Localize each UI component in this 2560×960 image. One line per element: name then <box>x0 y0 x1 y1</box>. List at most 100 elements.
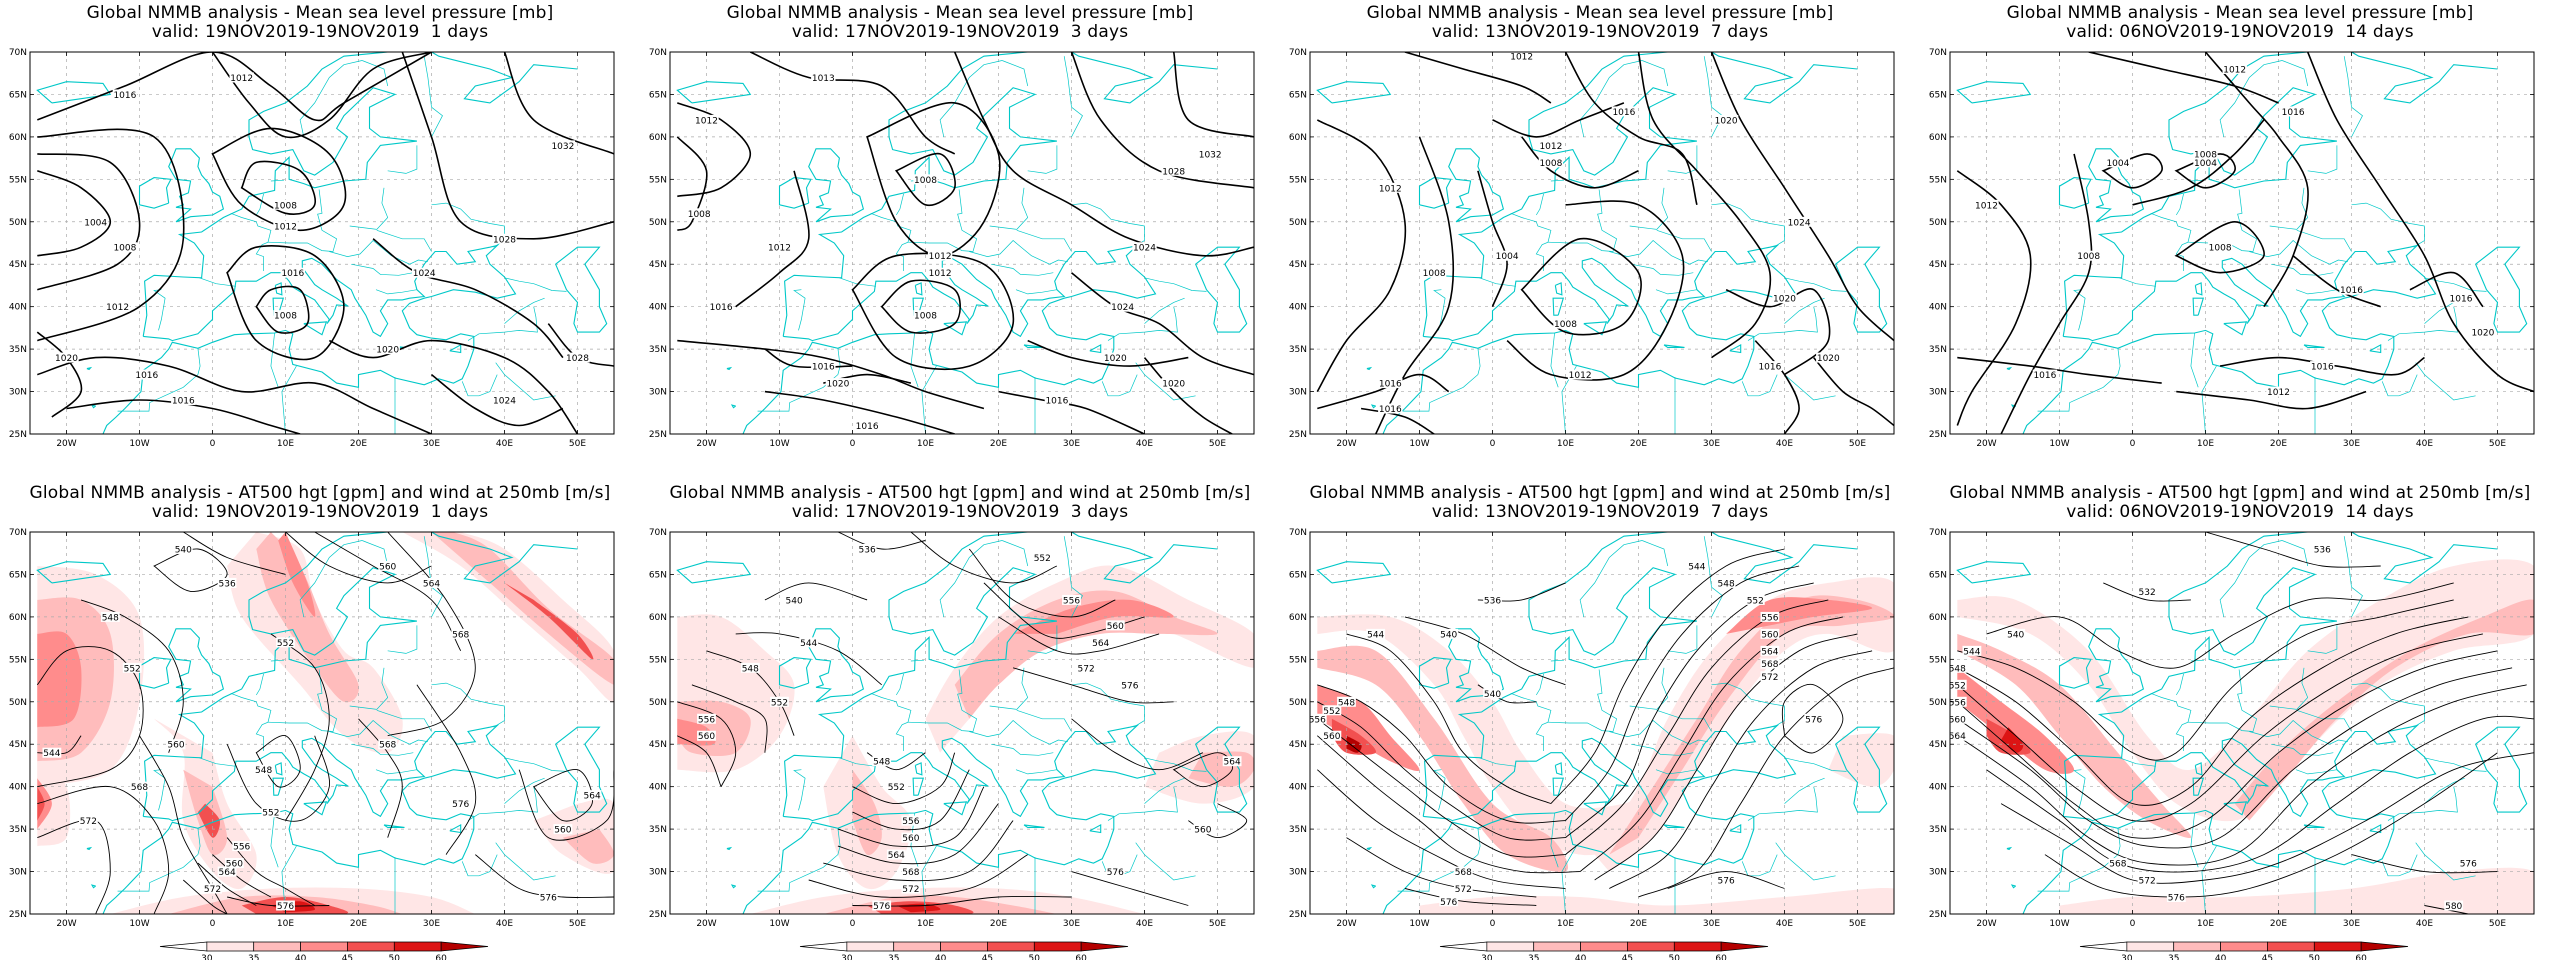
coastline <box>168 628 225 703</box>
country-border <box>230 692 272 751</box>
contour-line <box>532 769 594 822</box>
contour-label: 576 <box>1718 877 1735 887</box>
country-border <box>153 289 166 331</box>
contour-line <box>910 532 1058 584</box>
coastline <box>914 282 923 296</box>
country-border <box>2424 277 2487 292</box>
contour-label: 1028 <box>493 235 516 245</box>
coastline <box>1418 657 1452 689</box>
contour-label: 576 <box>1121 681 1138 691</box>
contour-label-bg <box>697 713 716 724</box>
lat-tick-label: 25N <box>649 430 667 440</box>
contour-label-bg <box>1760 611 1780 622</box>
colorbar-swatch <box>2313 941 2362 952</box>
country-border <box>504 757 567 772</box>
country-border <box>1641 60 1669 87</box>
lon-tick-label: 50E <box>1209 919 1226 929</box>
lat-tick-label: 65N <box>9 90 27 100</box>
contour-label-bg <box>1322 705 1342 716</box>
contour-label: 540 <box>175 545 192 555</box>
contour-line <box>1638 667 1894 898</box>
contour-label-bg <box>261 807 281 818</box>
lat-tick-label: 50N <box>649 698 667 708</box>
contour-label: 576 <box>277 902 294 912</box>
wind-shade-area <box>1726 597 1873 634</box>
country-border <box>989 187 1029 230</box>
lat-tick-label: 30N <box>1289 388 1307 398</box>
lon-tick-label: 30E <box>1063 439 1080 449</box>
contour-label-bg <box>1760 628 1780 639</box>
lat-tick-label: 25N <box>1289 910 1307 920</box>
contour-label-bg <box>708 301 734 312</box>
contour-label: 544 <box>800 639 817 649</box>
contour-label-bg <box>767 242 792 253</box>
colorbar-swatch <box>2079 941 2128 952</box>
coastline <box>1089 823 1102 834</box>
country-border <box>2249 720 2348 745</box>
country-border <box>2190 812 2199 868</box>
lat-tick-label: 60N <box>649 133 667 143</box>
contour-label-bg <box>254 764 273 775</box>
lon-tick-label: 0 <box>2130 439 2136 449</box>
coastline <box>1448 628 1505 703</box>
coastline <box>2006 366 2013 371</box>
contour-label: 1008 <box>274 312 297 322</box>
panel-title-line2: valid: 19NOV2019-19NOV2019 1 days <box>151 22 489 42</box>
country-border <box>1144 297 1185 324</box>
contour-label: 1012 <box>1975 201 1998 211</box>
lat-tick-label: 55N <box>1929 655 1947 665</box>
coastline <box>2475 246 2528 333</box>
country-border <box>376 229 432 252</box>
lat-tick-label: 30N <box>1289 868 1307 878</box>
coastline <box>914 762 923 776</box>
contour-line <box>1027 339 1189 367</box>
contour-line <box>676 136 708 232</box>
coastline <box>1316 81 1392 104</box>
lat-tick-label: 45N <box>9 260 27 270</box>
wind-shade-area <box>852 769 882 856</box>
contour-line <box>2000 153 2093 434</box>
coastline <box>555 726 608 813</box>
contour-label: 552 <box>1323 707 1340 717</box>
colorbar-swatch <box>846 941 895 952</box>
contour-line <box>1564 52 1698 206</box>
contour-label-bg <box>927 267 953 278</box>
lat-tick-label: 70N <box>1289 48 1307 58</box>
contour-label: 552 <box>1034 554 1051 564</box>
contour-line <box>998 616 1160 655</box>
contour-label: 572 <box>204 885 221 895</box>
contour-label-bg <box>1757 361 1783 372</box>
coastline <box>2062 532 2498 817</box>
country-border <box>299 540 363 617</box>
contour-label: 556 <box>1063 596 1080 606</box>
contour-line <box>1957 684 2527 866</box>
wind-shade-area <box>37 786 45 821</box>
country-border <box>2387 306 2458 341</box>
map-canvas: 536 540 544 548 552 556 560 552 556 560 564 572 576 5… <box>649 528 1255 960</box>
country-border <box>2201 845 2217 914</box>
contour-label: 576 <box>2460 860 2477 870</box>
country-border <box>839 277 876 287</box>
contour-label-bg <box>2032 369 2058 380</box>
contour-label-bg <box>857 543 877 554</box>
country-border <box>1609 240 1708 265</box>
contour-line <box>1172 52 1254 138</box>
lat-tick-label: 45N <box>1929 740 1947 750</box>
lat-tick-label: 35N <box>1929 825 1947 835</box>
lon-tick-label: 50E <box>1849 919 1866 929</box>
contour-line <box>37 170 112 257</box>
coastline <box>2062 52 2498 337</box>
contour-line <box>2176 390 2367 410</box>
lat-tick-label: 55N <box>649 655 667 665</box>
contour-label-bg <box>1132 242 1157 253</box>
contour-label-bg <box>1567 369 1593 380</box>
lon-tick-label: 30E <box>2343 919 2360 929</box>
contour-label: 1012 <box>106 303 129 313</box>
lat-tick-label: 45N <box>9 740 27 750</box>
lat-tick-label: 65N <box>649 90 667 100</box>
lat-tick-label: 60N <box>1289 133 1307 143</box>
map-panel: 536 532 540 544 548 552 556 560 564 568 572 576 576 5… <box>1920 480 2560 960</box>
coastline <box>102 244 517 434</box>
contour-label-bg <box>784 594 804 605</box>
lon-tick-label: 0 <box>210 439 216 449</box>
